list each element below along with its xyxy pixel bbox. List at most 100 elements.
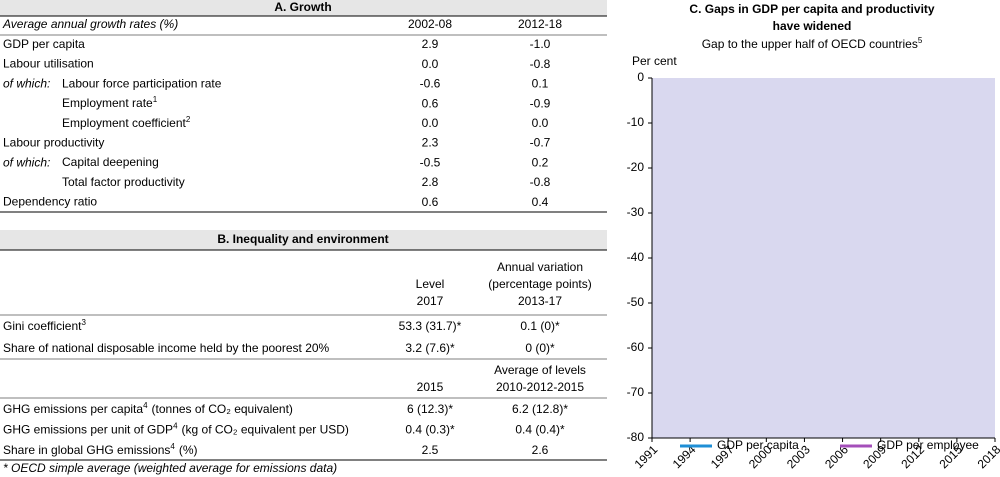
row-label: Total factor productivity	[62, 175, 185, 189]
cell-value: -0.8	[530, 175, 551, 189]
y-tick-label: -60	[627, 340, 645, 354]
text-part: Labour utilisation	[3, 57, 94, 71]
cell-value: 0.4 (0.3)*	[405, 423, 455, 437]
superscript: 3	[82, 318, 87, 327]
text-part: (%)	[179, 443, 198, 457]
plot-background	[652, 78, 995, 438]
cell-value: 0.6	[422, 96, 439, 110]
row-label: Share of national disposable income held…	[3, 341, 330, 355]
cell-value: 2.3	[422, 136, 439, 150]
y-tick-label: -80	[627, 430, 645, 444]
row-label: GDP per capita	[3, 37, 85, 51]
row-label: Share in global GHG emissions4 (%)	[3, 442, 198, 458]
cell-value: 2.9	[422, 37, 439, 51]
row-label: Dependency ratio	[3, 195, 97, 209]
cell-value: 6.2 (12.8)*	[512, 402, 568, 416]
superscript: 4	[173, 421, 178, 430]
row-prefix: of which:	[3, 155, 50, 169]
column-header: Average of levels	[494, 363, 586, 377]
cell-value: 0.4 (0.4)*	[515, 423, 565, 437]
column-period: 2013-17	[518, 294, 562, 308]
cell-value: -0.8	[530, 57, 551, 71]
text-part: Labour force participation rate	[62, 77, 222, 91]
cell-value: -0.9	[530, 96, 551, 110]
text-part: Employment coefficient	[62, 116, 187, 130]
superscript: 2	[186, 114, 191, 123]
text-part: Capital deepening	[62, 155, 159, 169]
text-part: (kg of CO₂ equivalent per USD)	[182, 423, 349, 437]
y-tick-label: -50	[627, 295, 645, 309]
chart-title: have widened	[773, 19, 852, 33]
text-part: GDP per capita	[3, 37, 85, 51]
column-header: Level	[416, 277, 445, 291]
superscript: 4	[170, 442, 175, 451]
cell-value: 0.1	[532, 77, 549, 91]
superscript: 1	[153, 95, 158, 104]
cell-value: -0.6	[420, 77, 441, 91]
cell-value: 2.6	[532, 443, 549, 457]
cell-value: -0.7	[530, 136, 551, 150]
row-label: Employment rate1	[62, 95, 158, 111]
x-tick-label: 1991	[632, 442, 661, 471]
row-prefix: of which:	[3, 77, 50, 91]
column-header: (percentage points)	[488, 277, 591, 291]
text-part: Labour productivity	[3, 136, 104, 150]
panel-a-title-bg	[0, 0, 607, 16]
panel-title: B. Inequality and environment	[217, 232, 388, 246]
y-tick-label: -40	[627, 250, 645, 264]
cell-value: -0.5	[420, 155, 441, 169]
cell-value: -1.0	[530, 37, 551, 51]
text-part: GHG emissions per unit of GDP	[3, 423, 173, 437]
cell-value: 0.4	[532, 195, 549, 209]
text-part: Total factor productivity	[62, 175, 185, 189]
cell-value: 0.0	[422, 116, 439, 130]
cell-value: 2.5	[422, 443, 439, 457]
y-tick-label: 0	[637, 70, 644, 84]
row-label: Capital deepening	[62, 155, 159, 169]
cell-value: 0.0	[422, 57, 439, 71]
chart-title: C. Gaps in GDP per capita and productivi…	[689, 2, 934, 16]
text-part: Share in global GHG emissions	[3, 443, 170, 457]
text-part: Employment rate	[62, 96, 153, 110]
chart-subtitle: Gap to the upper half of OECD countries5	[702, 36, 923, 52]
y-axis-label: Per cent	[632, 54, 677, 68]
row-label: Labour utilisation	[3, 57, 94, 71]
row-label: Gini coefficient3	[3, 318, 87, 334]
column-period: 2017	[417, 294, 444, 308]
text-part: (tonnes of CO₂ equivalent)	[152, 402, 293, 416]
text-part: Dependency ratio	[3, 195, 97, 209]
cell-value: 53.3 (31.7)*	[399, 319, 462, 333]
column-header: 2002-08	[408, 17, 452, 31]
y-tick-label: -20	[627, 160, 645, 174]
header-label: Average annual growth rates (%)	[2, 17, 178, 31]
y-tick-label: -30	[627, 205, 645, 219]
superscript: 4	[143, 401, 148, 410]
cell-value: 0.2	[532, 155, 549, 169]
cell-value: 0.1 (0)*	[520, 319, 560, 333]
row-label: Labour force participation rate	[62, 77, 222, 91]
text-part: Share of national disposable income held…	[3, 341, 330, 355]
superscript: 5	[918, 36, 923, 45]
row-label: Labour productivity	[3, 136, 104, 150]
footnote: * OECD simple average (weighted average …	[3, 461, 337, 475]
legend-label: GDP per capita	[717, 438, 799, 452]
panel-title: A. Growth	[274, 0, 331, 14]
cell-value: 3.2 (7.6)*	[405, 341, 455, 355]
y-tick-label: -10	[627, 115, 645, 129]
text-part: Gap to the upper half of OECD countries	[702, 37, 918, 51]
column-period: 2010-2012-2015	[496, 380, 584, 394]
legend-label: GDP per employee	[877, 438, 979, 452]
cell-value: 2.8	[422, 175, 439, 189]
cell-value: 0.6	[422, 195, 439, 209]
row-label: Employment coefficient2	[62, 114, 191, 130]
column-period: 2015	[417, 380, 444, 394]
column-header: Annual variation	[497, 260, 583, 274]
row-label: GHG emissions per capita4 (tonnes of CO₂ …	[3, 401, 293, 417]
row-label: GHG emissions per unit of GDP4 (kg of CO₂…	[3, 421, 349, 437]
cell-value: 0.0	[532, 116, 549, 130]
panel-b-title-bg	[0, 230, 607, 250]
cell-value: 0 (0)*	[525, 341, 555, 355]
cell-value: 6 (12.3)*	[407, 402, 453, 416]
text-part: Gini coefficient	[3, 319, 82, 333]
